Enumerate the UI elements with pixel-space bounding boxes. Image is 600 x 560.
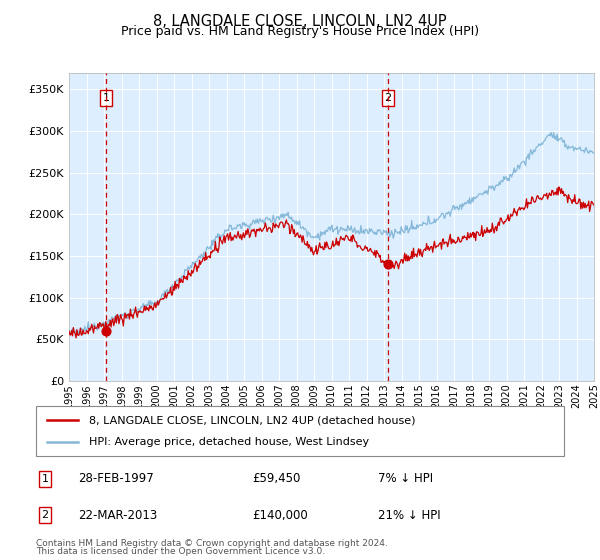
Text: 7% ↓ HPI: 7% ↓ HPI bbox=[378, 472, 433, 486]
Text: Price paid vs. HM Land Registry's House Price Index (HPI): Price paid vs. HM Land Registry's House … bbox=[121, 25, 479, 38]
Text: £140,000: £140,000 bbox=[252, 508, 308, 522]
Point bbox=[101, 327, 111, 336]
Text: £59,450: £59,450 bbox=[252, 472, 301, 486]
FancyBboxPatch shape bbox=[36, 406, 564, 456]
Text: 21% ↓ HPI: 21% ↓ HPI bbox=[378, 508, 440, 522]
Text: This data is licensed under the Open Government Licence v3.0.: This data is licensed under the Open Gov… bbox=[36, 547, 325, 556]
Text: 8, LANGDALE CLOSE, LINCOLN, LN2 4UP (detached house): 8, LANGDALE CLOSE, LINCOLN, LN2 4UP (det… bbox=[89, 415, 415, 425]
Text: 22-MAR-2013: 22-MAR-2013 bbox=[78, 508, 157, 522]
Text: 8, LANGDALE CLOSE, LINCOLN, LN2 4UP: 8, LANGDALE CLOSE, LINCOLN, LN2 4UP bbox=[153, 14, 447, 29]
Point bbox=[383, 260, 392, 269]
Text: 1: 1 bbox=[103, 93, 110, 103]
Text: 1: 1 bbox=[41, 474, 49, 484]
Text: 28-FEB-1997: 28-FEB-1997 bbox=[78, 472, 154, 486]
Text: Contains HM Land Registry data © Crown copyright and database right 2024.: Contains HM Land Registry data © Crown c… bbox=[36, 539, 388, 548]
Text: 2: 2 bbox=[41, 510, 49, 520]
Text: 2: 2 bbox=[384, 93, 391, 103]
Text: HPI: Average price, detached house, West Lindsey: HPI: Average price, detached house, West… bbox=[89, 437, 369, 447]
